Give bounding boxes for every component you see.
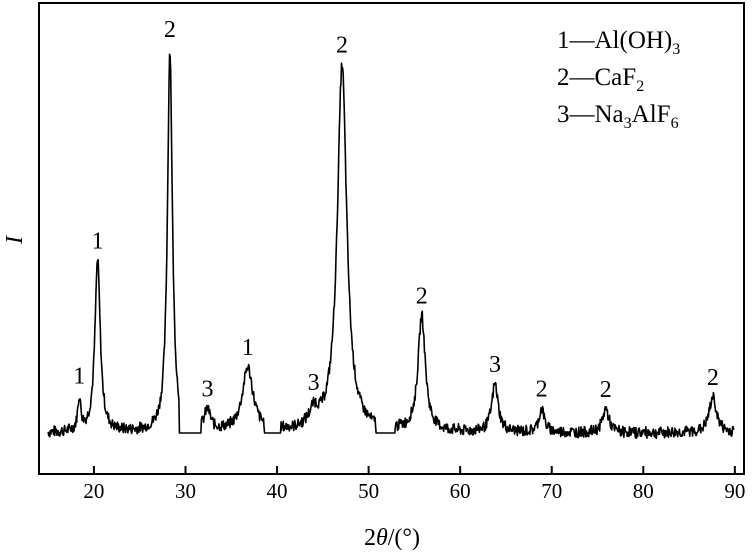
x-tick-label-90: 90 <box>724 479 745 503</box>
peak-label-10: 2 <box>600 377 612 403</box>
peak-labels: 1 1 2 3 1 3 2 2 3 2 2 2 <box>73 17 719 403</box>
x-tick-label-50: 50 <box>358 479 379 503</box>
plot-frame <box>38 2 745 475</box>
legend-entry-3: 3—Na3AlF6 <box>557 101 679 132</box>
peak-label-4: 1 <box>242 335 254 361</box>
peak-label-7: 2 <box>416 283 428 309</box>
x-axis-tick-labels: 20 30 40 50 60 70 80 90 <box>83 479 745 503</box>
x-tick-label-20: 20 <box>83 479 104 503</box>
x-tick-label-70: 70 <box>541 479 562 503</box>
peak-label-1: 1 <box>92 228 104 254</box>
legend-entry-2: 2—CaF2 <box>557 64 644 95</box>
legend: 1—Al(OH)3 2—CaF2 3—Na3AlF6 <box>557 27 680 132</box>
peak-label-11: 2 <box>707 365 719 391</box>
x-axis-label: 2θ/(°) <box>364 525 420 551</box>
peak-label-5: 3 <box>308 370 320 396</box>
x-tick-label-80: 80 <box>633 479 654 503</box>
peak-label-8: 3 <box>489 352 501 378</box>
x-tick-label-40: 40 <box>267 479 288 503</box>
peak-label-3: 3 <box>201 376 213 402</box>
y-axis-label: I <box>2 235 28 245</box>
x-axis-label-unit: /(°) <box>388 525 420 551</box>
x-axis-label-theta: θ <box>376 525 388 551</box>
peak-label-6: 2 <box>336 33 348 59</box>
legend-entry-1: 1—Al(OH)3 <box>557 27 680 58</box>
peak-label-0: 1 <box>73 363 85 389</box>
x-axis-ticks <box>92 466 736 474</box>
x-axis-label-two: 2 <box>364 525 376 551</box>
xrd-trace-line <box>47 53 735 440</box>
x-tick-label-30: 30 <box>175 479 196 503</box>
x-tick-label-60: 60 <box>450 479 471 503</box>
peak-label-9: 2 <box>536 376 548 402</box>
peak-label-2: 2 <box>164 17 176 43</box>
